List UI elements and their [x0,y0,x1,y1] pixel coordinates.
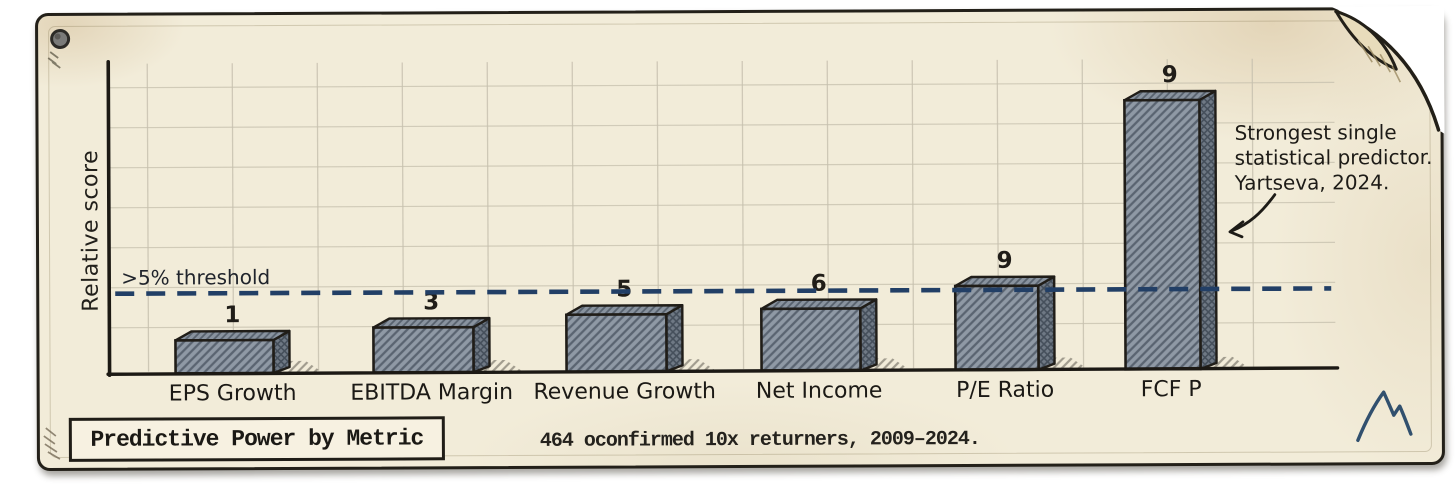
bar-value-label: 9 [997,248,1013,274]
annotation-line-2: statistical predictor. [1234,144,1433,170]
bar-front-face [372,325,475,374]
bar-front-face [565,313,668,374]
grid-vline [231,63,235,372]
bar-value-label: 1 [224,302,240,328]
annotation-line-3: Yartseva, 2024. [1234,170,1390,195]
threshold-label: >5% threshold [121,265,271,290]
x-axis [106,366,1340,376]
bar-front-face [1123,98,1202,371]
bar-category-label: EBITDA Margin [350,380,513,406]
chart-title-box: Predictive Power by Metric [68,416,445,462]
bar-category-label: Revenue Growth [533,379,716,405]
y-axis-label: Relative score [78,149,104,312]
grid-vline [316,62,320,371]
grid-vline [741,60,745,369]
bar-category-label: EPS Growth [169,381,297,407]
bar-front-face [759,307,862,373]
bar-value-label: 3 [423,289,439,315]
annotation-arrow [1230,193,1277,233]
grid-vline [911,60,915,369]
bar-side-face [1198,89,1218,371]
bar-side-face [665,304,684,373]
grid-vline [1081,59,1085,368]
grid-vline [146,63,150,372]
annotation-text: Strongest single statistical predictor. … [1234,120,1432,196]
annotation-line-1: Strongest single [1234,120,1397,145]
grid-vline [1251,58,1255,367]
threshold-dashed-line [115,286,1332,297]
bar-category-label: P/E Ratio [956,378,1054,403]
bar-front-face [174,338,275,375]
bar-front-face [953,284,1040,372]
bar-value-label: 9 [1162,62,1178,88]
bar-side-face [859,298,878,372]
bar-category-label: FCF P [1141,377,1202,402]
annotation-arrowhead [1228,220,1245,239]
y-axis [106,59,112,378]
bar-category-label: Net Income [756,378,883,404]
grid-hline [109,81,1335,89]
chart-caption: 464 oconfirmed 10x returners, 2009–2024. [539,427,980,453]
